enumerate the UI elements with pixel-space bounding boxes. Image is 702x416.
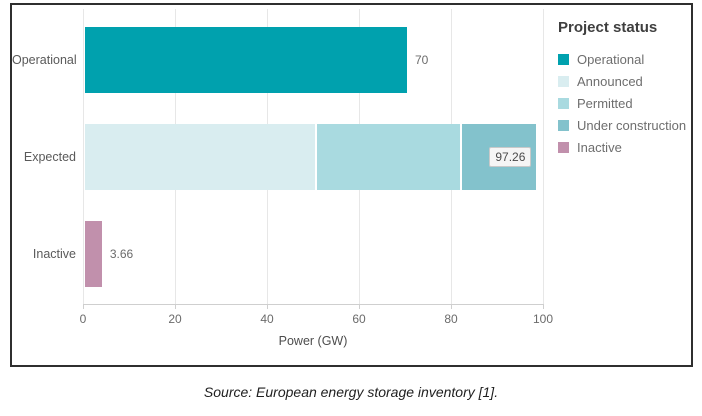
x-axis-tick (359, 304, 360, 309)
bar-row: 70 (85, 27, 428, 93)
legend-swatch-announced (558, 75, 569, 87)
x-tick-label: 80 (444, 312, 458, 326)
legend-swatch-permitted (558, 97, 569, 109)
bar-segment-operational (85, 27, 407, 93)
legend-swatch-under-construction (558, 119, 569, 131)
legend-item-label: Under construction (577, 117, 687, 133)
category-label: Operational (12, 53, 77, 67)
x-axis-tick (175, 304, 176, 309)
data-label: 97.26 (489, 147, 532, 167)
legend-item: Inactive (558, 136, 686, 158)
x-tick-label: 60 (352, 312, 366, 326)
legend-item-label: Inactive (577, 139, 622, 155)
chart-frame: 0 20 40 60 80 100 Operational 70 Expected 97.26 In… (10, 3, 693, 367)
legend-item: Permitted (558, 92, 686, 114)
x-tick-label: 20 (168, 312, 182, 326)
legend-item: Under construction (558, 114, 686, 136)
category-label: Inactive (32, 247, 76, 261)
legend-item-label: Announced (577, 73, 643, 89)
bar-row: 3.66 (85, 221, 133, 287)
gridline (83, 9, 84, 304)
x-tick-label: 40 (260, 312, 274, 326)
legend-swatch-inactive (558, 141, 569, 153)
category-label: Expected (23, 150, 76, 164)
source-caption: Source: European energy storage inventor… (203, 384, 499, 400)
legend: Project status Operational Announced Permi… (558, 19, 686, 158)
x-tick-label: 0 (79, 312, 87, 326)
bar-segment-announced (85, 124, 315, 190)
bar-row: 97.26 (85, 124, 537, 190)
legend-item: Announced (558, 70, 686, 92)
legend-title: Project status (558, 19, 658, 36)
x-axis-tick (451, 304, 452, 309)
legend-item-label: Permitted (577, 95, 633, 111)
bar-segment-permitted (317, 124, 460, 190)
data-label: 3.66 (109, 247, 134, 261)
x-axis-tick (83, 304, 84, 309)
x-axis-tick (267, 304, 268, 309)
legend-item-label: Operational (577, 51, 645, 67)
x-axis-tick (543, 304, 544, 309)
x-axis-line (83, 304, 543, 305)
gridline (543, 9, 544, 304)
x-axis-title: Power (GW) (278, 334, 348, 348)
x-tick-label: 100 (532, 312, 554, 326)
legend-swatch-operational (558, 53, 569, 65)
legend-items: Operational Announced Permitted Under const… (558, 48, 686, 158)
bar-segment-inactive (85, 221, 102, 287)
legend-item: Operational (558, 48, 686, 70)
data-label: 70 (415, 53, 429, 67)
